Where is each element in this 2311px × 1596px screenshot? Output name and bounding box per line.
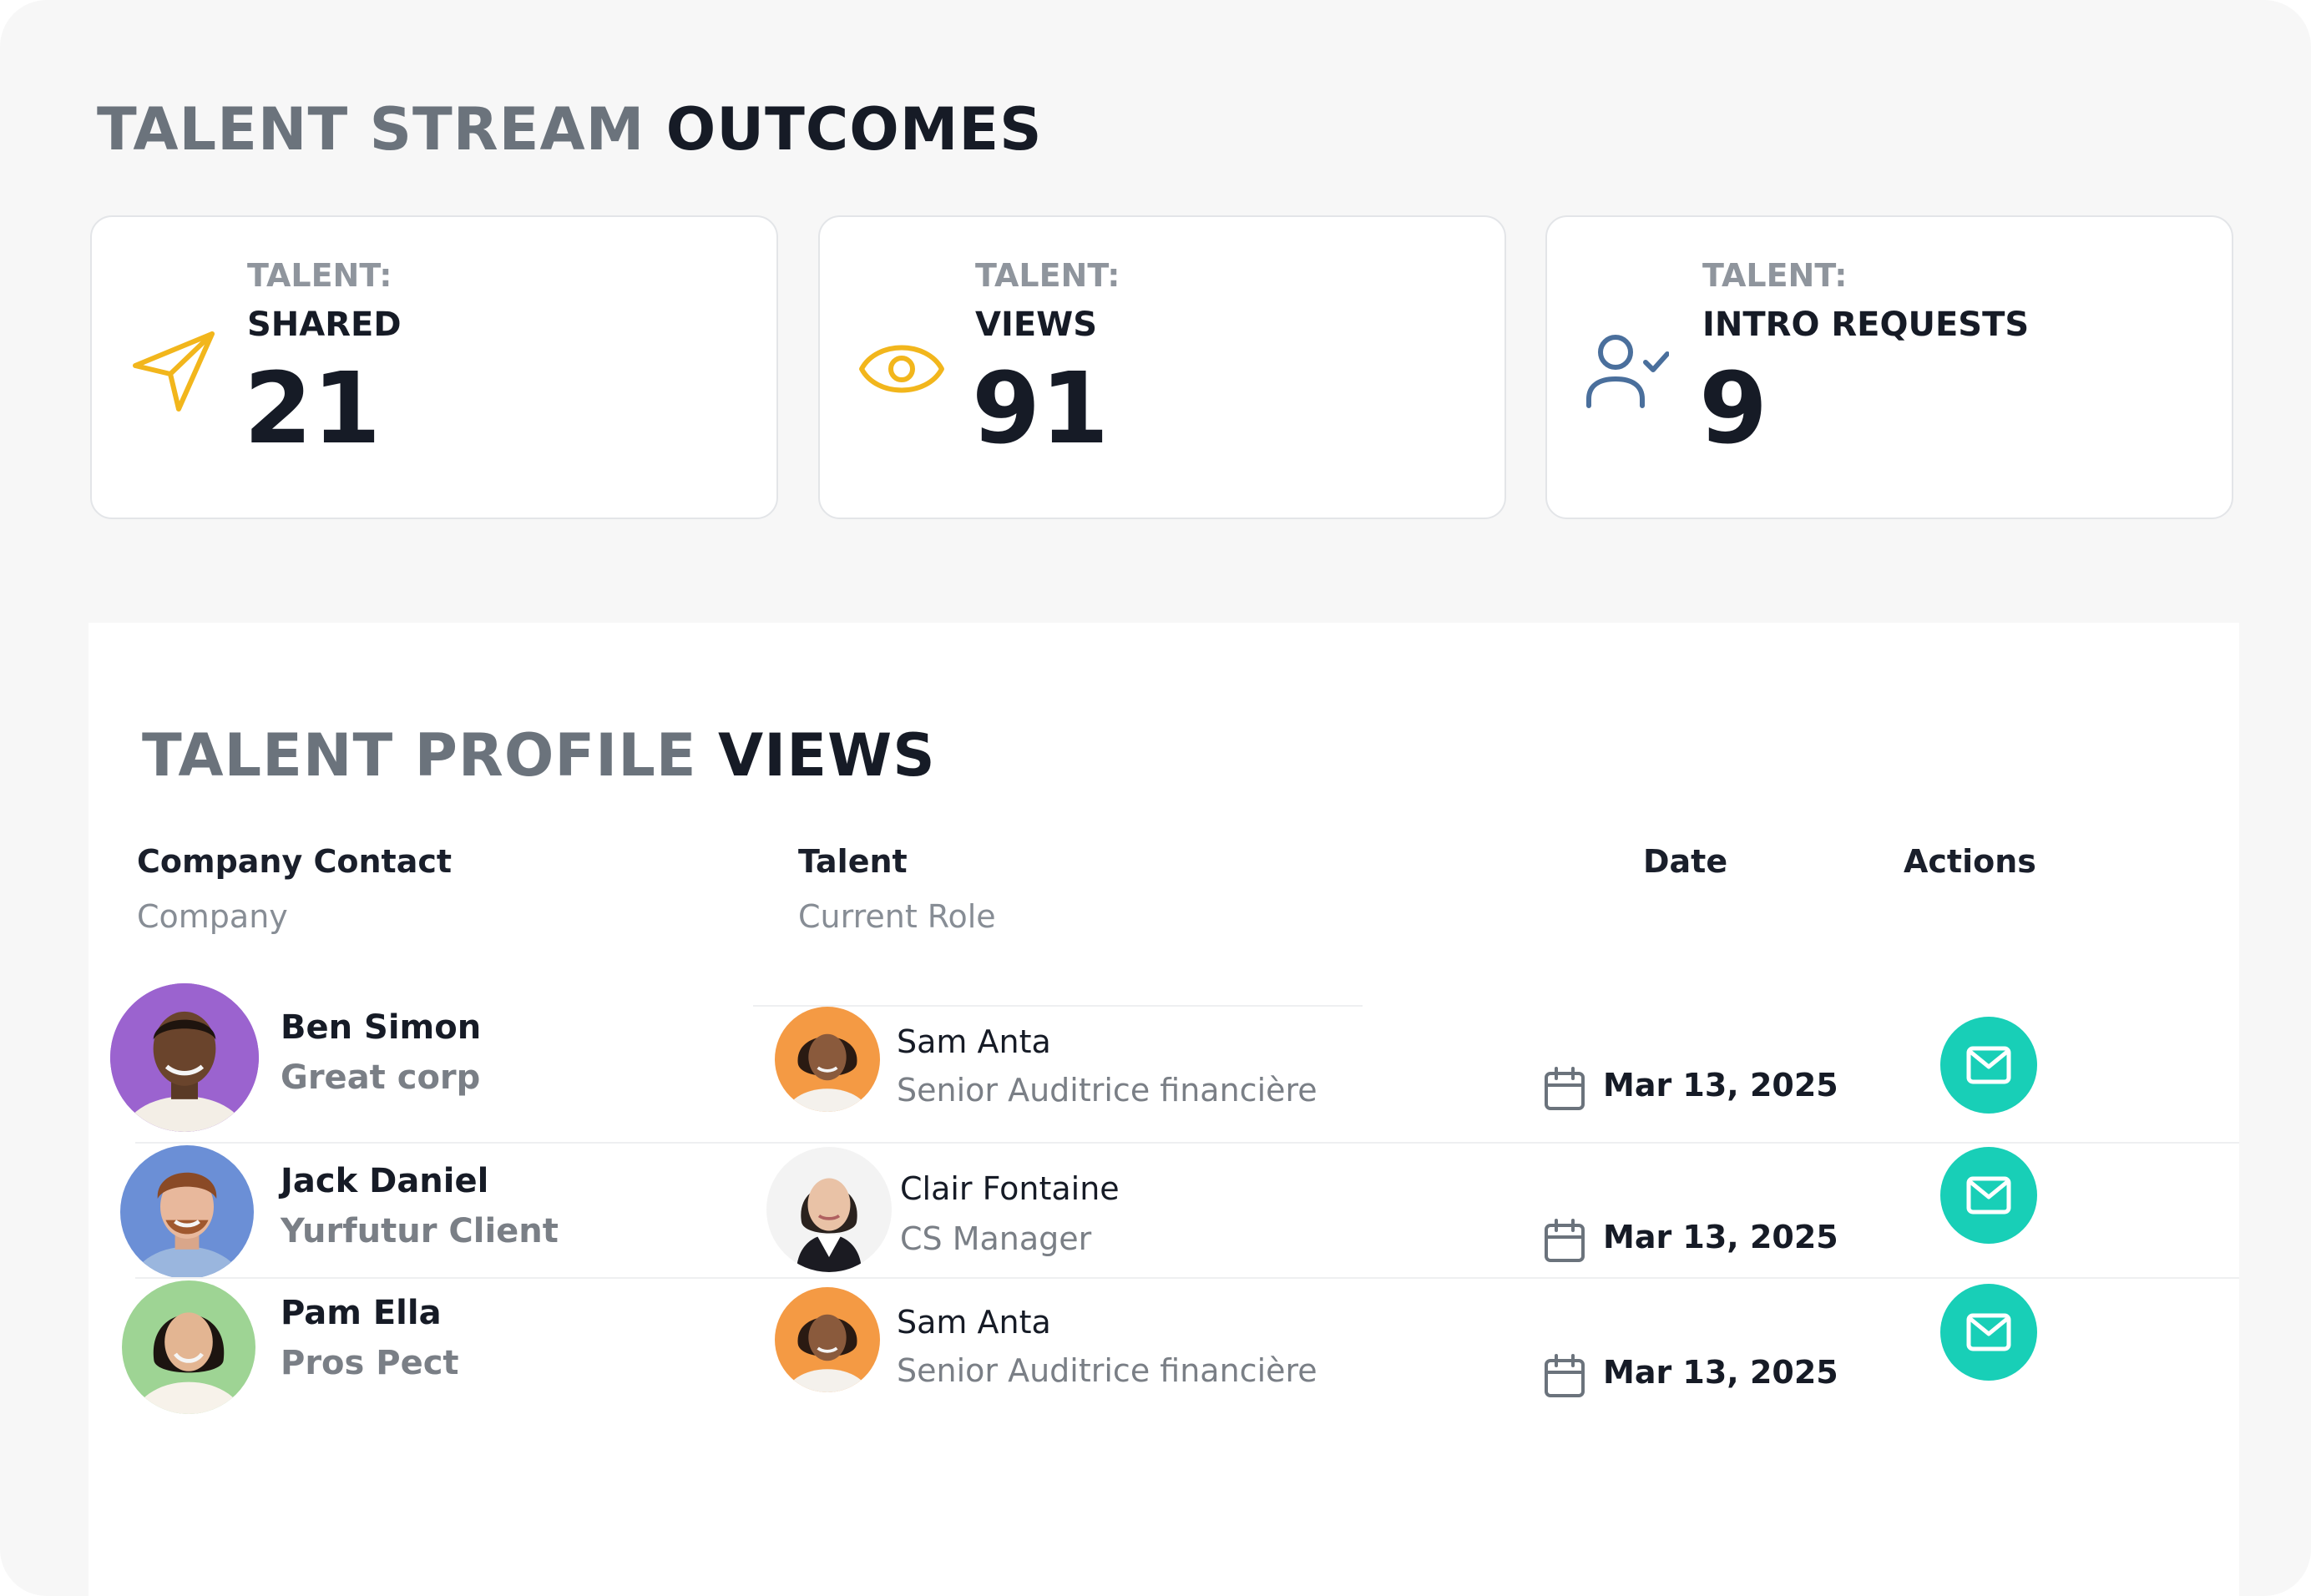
email-button[interactable]: [1940, 1284, 2037, 1381]
header-date: Date: [1643, 843, 1728, 880]
views-title: TALENT PROFILE VIEWS: [142, 721, 936, 790]
card-value: 9: [1699, 351, 1768, 466]
mail-icon: [1966, 1046, 2011, 1084]
paper-plane-icon: [130, 327, 217, 414]
header-current-role: Current Role: [798, 898, 996, 935]
card-label: TALENT:: [975, 257, 1120, 294]
header-company-contact: Company Contact: [137, 843, 453, 880]
view-date: Mar 13, 2025: [1603, 1067, 1838, 1104]
contact-name: Ben Simon: [281, 1008, 482, 1047]
card-value: 21: [244, 351, 382, 466]
views-title-light: TALENT PROFILE: [142, 721, 697, 790]
calendar-icon: [1545, 1354, 1585, 1397]
table-row: Pam Ella Pros Pect Sam Anta Senior Audit…: [88, 1280, 2239, 1414]
avatar: [120, 1145, 254, 1279]
talent-role: Senior Auditrice financière: [897, 1352, 1317, 1389]
eye-icon: [858, 326, 945, 412]
card-label: TALENT:: [1702, 257, 1848, 294]
card-value: 91: [972, 351, 1110, 466]
calendar-icon: [1545, 1067, 1585, 1110]
contact-company: Pros Pect: [281, 1344, 459, 1382]
contact-company: Great corp: [281, 1058, 481, 1097]
views-title-dark: VIEWS: [718, 721, 936, 790]
talent-role: CS Manager: [900, 1220, 1092, 1257]
outcomes-title: TALENT STREAM OUTCOMES: [97, 95, 1043, 164]
talent-role: Senior Auditrice financière: [897, 1072, 1317, 1109]
view-date: Mar 13, 2025: [1603, 1354, 1838, 1391]
talent-name: Sam Anta: [897, 1023, 1051, 1060]
table-row: Jack Daniel Yurfutur Client Clair Fontai…: [88, 1145, 2239, 1279]
contact-company: Yurfutur Client: [281, 1212, 559, 1250]
row-divider: [135, 1142, 2239, 1144]
card-subtitle: SHARED: [247, 306, 402, 344]
card-subtitle: INTRO REQUESTS: [1702, 306, 2030, 344]
avatar: [775, 1007, 880, 1112]
row-divider: [753, 1005, 1363, 1007]
mail-icon: [1966, 1313, 2011, 1351]
avatar: [766, 1147, 892, 1272]
row-divider: [135, 1277, 2239, 1279]
outcomes-title-dark: OUTCOMES: [665, 95, 1043, 164]
header-actions: Actions: [1904, 843, 2036, 880]
mail-icon: [1966, 1176, 2011, 1215]
card-subtitle: VIEWS: [975, 306, 1098, 344]
avatar: [775, 1287, 880, 1392]
email-button[interactable]: [1940, 1147, 2037, 1244]
stat-card-intro-requests: TALENT: INTRO REQUESTS 9: [1545, 215, 2233, 519]
contact-name: Pam Ella: [281, 1294, 442, 1332]
header-talent: Talent: [798, 843, 908, 880]
stat-card-views: TALENT: VIEWS 91: [818, 215, 1506, 519]
talent-name: Sam Anta: [897, 1304, 1051, 1341]
user-check-icon: [1582, 329, 1670, 416]
talent-name: Clair Fontaine: [900, 1170, 1120, 1207]
avatar: [122, 1280, 255, 1414]
avatar: [110, 983, 259, 1132]
contact-name: Jack Daniel: [281, 1162, 489, 1200]
stat-card-shared: TALENT: SHARED 21: [90, 215, 778, 519]
table-row: Ben Simon Great corp Sam Anta Senior Aud…: [88, 983, 2239, 1132]
email-button[interactable]: [1940, 1017, 2037, 1114]
view-date: Mar 13, 2025: [1603, 1219, 1838, 1255]
talent-profile-views-panel: TALENT PROFILE VIEWS Company Contact Com…: [88, 623, 2239, 1596]
calendar-icon: [1545, 1219, 1585, 1262]
card-label: TALENT:: [247, 257, 392, 294]
header-company: Company: [137, 898, 288, 935]
outcomes-title-light: TALENT STREAM: [97, 95, 645, 164]
